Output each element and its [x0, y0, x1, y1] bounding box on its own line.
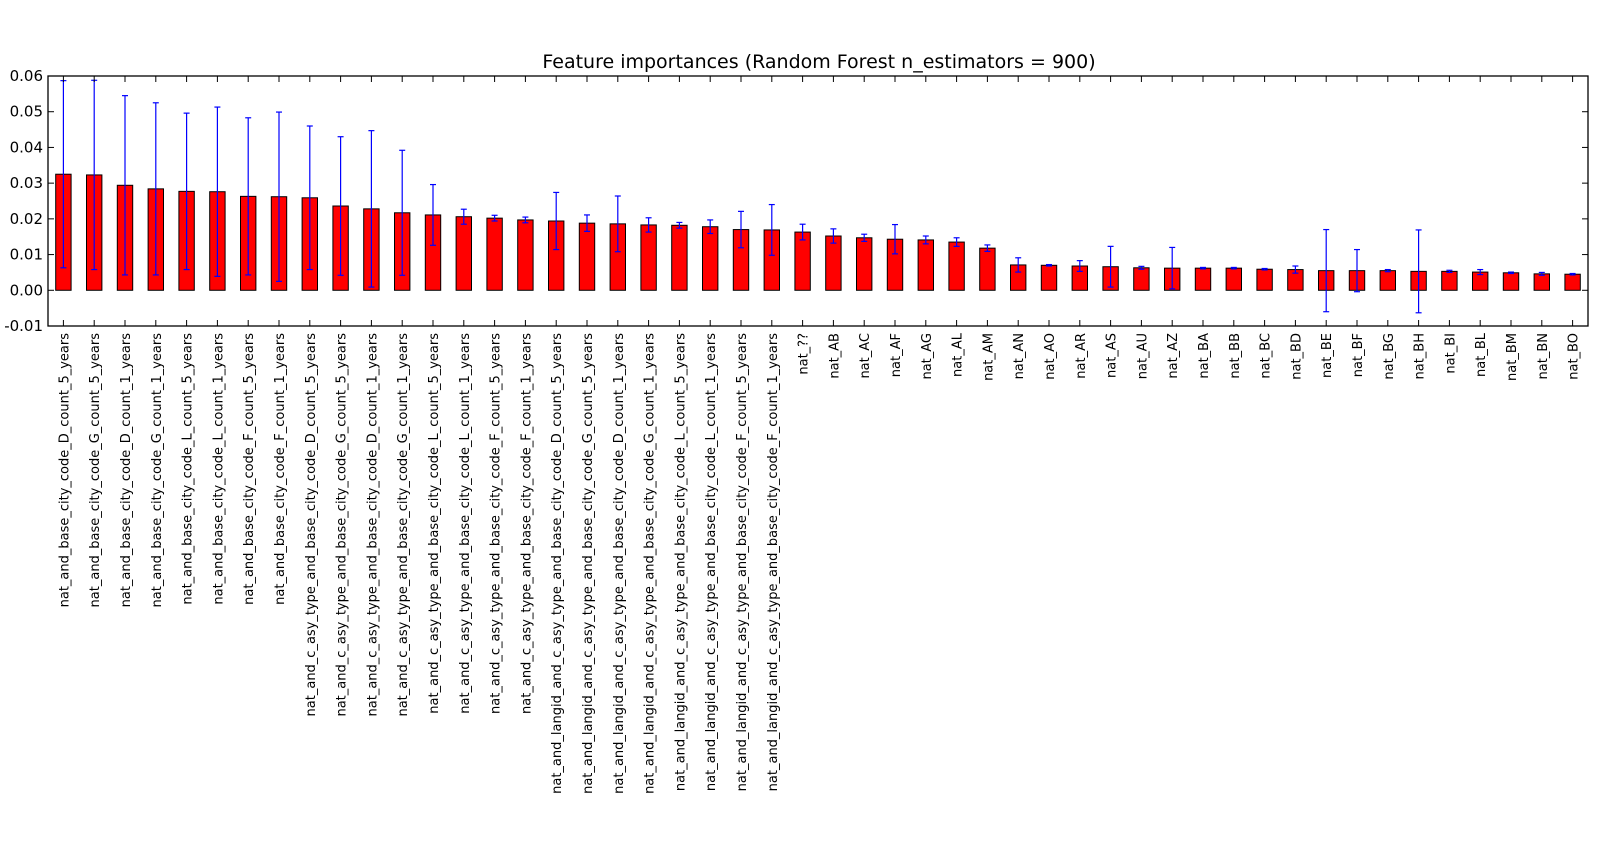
x-tick-label: nat_BG — [1382, 333, 1397, 380]
bar — [1441, 270, 1458, 291]
y-tick-label: 0.04 — [10, 138, 43, 156]
bar — [1040, 264, 1058, 291]
x-tick-label: nat_AC — [858, 333, 873, 379]
bar — [856, 237, 873, 291]
y-tick-label: 0.06 — [10, 67, 43, 85]
x-tick-label: nat_and_c_asy_type_and_base_city_code_D_… — [365, 333, 380, 717]
x-tick-label: nat_BD — [1289, 333, 1304, 380]
x-tick-label: nat_and_c_asy_type_and_base_city_code_F_… — [519, 333, 534, 714]
bar — [578, 222, 596, 291]
x-tick-label: nat_AU — [1135, 333, 1150, 379]
x-tick-label: nat_BN — [1536, 333, 1551, 379]
x-tick-label: nat_AO — [1043, 333, 1058, 380]
x-tick-label: nat_AM — [981, 333, 996, 381]
x-tick-label: nat_and_langid_and_c_asy_type_and_base_c… — [735, 333, 750, 792]
bar — [1533, 273, 1550, 291]
bar — [917, 239, 934, 291]
x-tick-label: nat_BI — [1443, 333, 1458, 374]
y-tick-label: -0.01 — [4, 317, 43, 335]
x-tick-label: nat_BC — [1259, 333, 1274, 379]
x-tick-label: nat_BF — [1351, 333, 1366, 377]
plot-frame — [47, 75, 1589, 327]
x-tick-label: nat_and_base_city_code_G_count_1_years — [150, 333, 165, 608]
x-tick-label: nat_and_c_asy_type_and_base_city_code_G_… — [396, 333, 411, 717]
x-tick-label: nat_AL — [951, 332, 966, 377]
x-tick-label: nat_BL — [1474, 332, 1489, 377]
bar — [794, 231, 811, 291]
x-tick-label: nat_and_base_city_code_D_count_5_years — [57, 333, 72, 608]
x-tick-label: nat_and_c_asy_type_and_base_city_code_G_… — [335, 333, 350, 717]
bar — [486, 217, 503, 291]
x-tick-label: nat_BB — [1228, 333, 1243, 379]
x-tick-label: nat_and_base_city_code_L_count_5_years — [181, 333, 196, 605]
x-tick-label: nat_and_c_asy_type_and_base_city_code_F_… — [489, 333, 504, 714]
x-tick-label: nat_and_langid_and_c_asy_type_and_base_c… — [643, 333, 658, 794]
bar — [1225, 267, 1242, 291]
x-tick-label: nat_BM — [1505, 333, 1520, 381]
plot-area: -0.01 0.00 0.01 0.02 0.03 0.04 0.05 0.06 nat_and… — [4, 67, 1588, 794]
bar — [1133, 267, 1150, 291]
x-tick-label: nat_and_base_city_code_F_count_1_years — [273, 333, 288, 605]
x-tick-label: nat_AB — [827, 333, 842, 379]
x-tick-label: nat_?? — [797, 333, 812, 375]
y-tick-label: 0.03 — [10, 174, 43, 192]
x-tick-label: nat_AR — [1074, 333, 1089, 379]
x-tick-label: nat_AG — [920, 333, 935, 380]
x-tick-label: nat_BA — [1197, 333, 1212, 379]
bar — [455, 216, 473, 291]
x-tick-label: nat_and_langid_and_c_asy_type_and_base_c… — [766, 333, 781, 792]
x-tick-label: nat_and_base_city_code_G_count_5_years — [88, 333, 103, 608]
x-tick-label: nat_BH — [1413, 333, 1428, 380]
y-tick-label: 0.00 — [10, 281, 43, 299]
x-tick-label: nat_and_langid_and_c_asy_type_and_base_c… — [581, 333, 596, 794]
x-tick-label: nat_and_langid_and_c_asy_type_and_base_c… — [550, 333, 565, 794]
x-tick-label: nat_BE — [1320, 333, 1335, 378]
x-tick-label: nat_and_c_asy_type_and_base_city_code_L_… — [458, 333, 473, 714]
bar — [1194, 267, 1212, 291]
y-tick-label: 0.05 — [10, 103, 43, 121]
x-tick-label: nat_and_langid_and_c_asy_type_and_base_c… — [704, 333, 719, 791]
bar — [825, 235, 842, 291]
bar — [640, 224, 657, 291]
bar — [671, 224, 688, 291]
x-tick-label: nat_and_langid_and_c_asy_type_and_base_c… — [612, 333, 627, 794]
x-tick-label: nat_and_c_asy_type_and_base_city_code_D_… — [304, 333, 319, 717]
bar — [702, 226, 719, 291]
bar — [1379, 270, 1396, 291]
x-tick-label: nat_AS — [1105, 333, 1120, 378]
x-tick-label: nat_and_base_city_code_L_count_1_years — [211, 333, 226, 605]
chart-title: Feature importances (Random Forest n_est… — [542, 51, 1095, 73]
x-tick-label: nat_and_langid_and_c_asy_type_and_base_c… — [673, 333, 688, 791]
bar — [517, 219, 534, 291]
bar — [1564, 273, 1581, 291]
bar — [1502, 272, 1520, 291]
x-tick-label: nat_and_base_city_code_D_count_1_years — [119, 333, 134, 608]
x-tick-label: nat_BO — [1567, 333, 1582, 380]
bar — [979, 247, 996, 291]
x-tick-label: nat_and_base_city_code_F_count_5_years — [242, 333, 257, 605]
bar — [1256, 268, 1273, 291]
y-tick-label: 0.02 — [10, 210, 43, 228]
x-tick-label: nat_AF — [889, 333, 904, 377]
x-tick-label: nat_AZ — [1166, 333, 1181, 379]
x-tick-label: nat_and_c_asy_type_and_base_city_code_L_… — [427, 333, 442, 714]
y-tick-label: 0.01 — [10, 246, 43, 264]
bar — [948, 241, 965, 291]
x-tick-label: nat_AN — [1012, 333, 1027, 379]
